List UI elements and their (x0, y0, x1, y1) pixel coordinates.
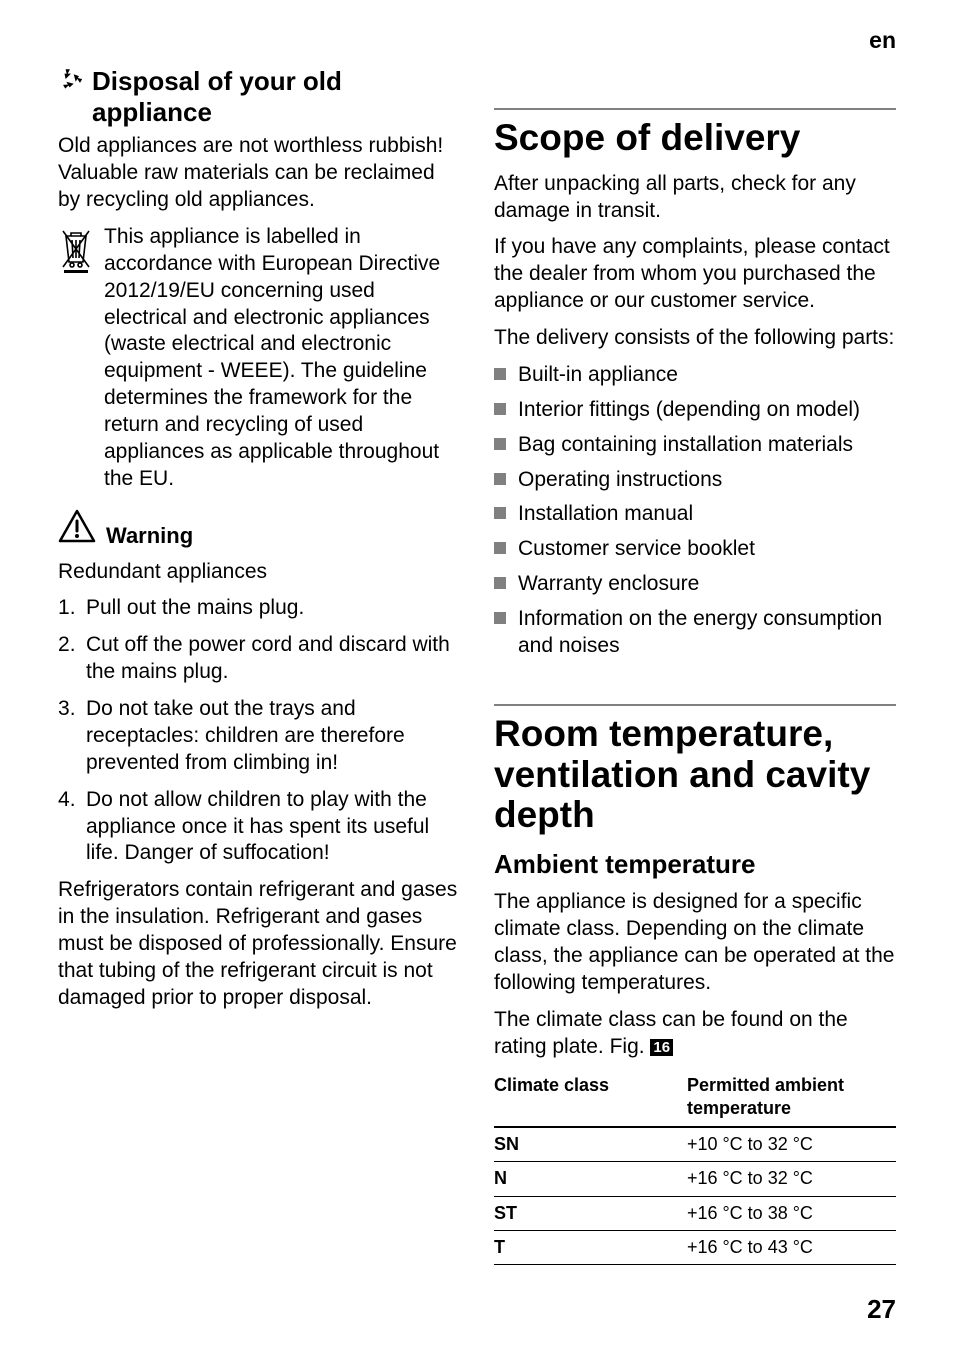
page-number: 27 (867, 1293, 896, 1326)
list-item: Pull out the mains plug. (58, 595, 460, 622)
ambient-p2: The climate class can be found on the ra… (494, 1007, 896, 1061)
table-row: T +16 °C to 43 °C (494, 1230, 896, 1264)
step-text: Do not allow children to play with the a… (86, 787, 460, 868)
right-column: Scope of delivery After unpacking all pa… (494, 66, 896, 1265)
step-text: Cut off the power cord and discard with … (86, 632, 460, 686)
item-text: Installation manual (518, 501, 693, 528)
warning-triangle-icon (58, 509, 96, 551)
item-text: Built-in appliance (518, 362, 678, 389)
table-row: SN +10 °C to 32 °C (494, 1127, 896, 1162)
scope-items: Built-in appliance Interior fittings (de… (494, 362, 896, 660)
two-column-layout: Disposal of your old appliance Old appli… (58, 66, 896, 1265)
scope-p2: If you have any complaints, please conta… (494, 234, 896, 315)
language-tag: en (869, 26, 896, 55)
list-item: Do not take out the trays and receptacle… (58, 696, 460, 777)
scope-p1: After unpacking all parts, check for any… (494, 171, 896, 225)
weee-text: This appliance is labelled in accordance… (104, 224, 460, 493)
disposal-heading: Disposal of your old appliance (92, 66, 460, 127)
warning-steps: Pull out the mains plug. Cut off the pow… (58, 595, 460, 867)
ambient-heading: Ambient temperature (494, 848, 896, 881)
list-item: Do not allow children to play with the a… (58, 787, 460, 868)
cell-class: SN (494, 1127, 687, 1162)
item-text: Information on the energy consumption an… (518, 606, 896, 660)
list-item: Bag containing installation materials (494, 432, 896, 459)
warning-label: Warning (106, 522, 193, 550)
table-header-row: Climate class Permitted ambient temperat… (494, 1070, 896, 1127)
list-item: Built-in appliance (494, 362, 896, 389)
item-text: Interior fittings (depending on model) (518, 397, 860, 424)
warning-heading-row: Warning (58, 509, 460, 551)
left-column: Disposal of your old appliance Old appli… (58, 66, 460, 1265)
ambient-p1: The appliance is designed for a specific… (494, 889, 896, 997)
recycle-icon (58, 66, 84, 92)
step-text: Do not take out the trays and receptacle… (86, 696, 460, 777)
list-item: Cut off the power cord and discard with … (58, 632, 460, 686)
weee-block: This appliance is labelled in accordance… (58, 224, 460, 493)
table-row: ST +16 °C to 38 °C (494, 1196, 896, 1230)
cell-class: ST (494, 1196, 687, 1230)
table-row: N +16 °C to 32 °C (494, 1162, 896, 1196)
cell-class: T (494, 1230, 687, 1264)
list-item: Operating instructions (494, 467, 896, 494)
section-rule (494, 704, 896, 706)
item-text: Warranty enclosure (518, 571, 699, 598)
cell-range: +16 °C to 38 °C (687, 1196, 896, 1230)
scope-heading: Scope of delivery (494, 118, 896, 159)
disposal-heading-row: Disposal of your old appliance (58, 66, 460, 127)
cell-class: N (494, 1162, 687, 1196)
item-text: Operating instructions (518, 467, 722, 494)
section-rule (494, 108, 896, 110)
step-text: Pull out the mains plug. (86, 595, 304, 622)
cell-range: +16 °C to 32 °C (687, 1162, 896, 1196)
warning-subtitle: Redundant appliances (58, 559, 460, 586)
disposal-intro: Old appliances are not worthless rubbish… (58, 133, 460, 214)
scope-p3: The delivery consists of the following p… (494, 325, 896, 352)
list-item: Information on the energy consumption an… (494, 606, 896, 660)
warning-closing: Refrigerators contain refrigerant and ga… (58, 877, 460, 1011)
climate-table: Climate class Permitted ambient temperat… (494, 1070, 896, 1264)
room-heading: Room temperature, ventilation and cavity… (494, 714, 896, 836)
list-item: Warranty enclosure (494, 571, 896, 598)
cell-range: +10 °C to 32 °C (687, 1127, 896, 1162)
cell-range: +16 °C to 43 °C (687, 1230, 896, 1264)
list-item: Interior fittings (depending on model) (494, 397, 896, 424)
figure-reference: 16 (650, 1039, 673, 1056)
list-item: Installation manual (494, 501, 896, 528)
list-item: Customer service booklet (494, 536, 896, 563)
col-climate-class: Climate class (494, 1070, 687, 1127)
item-text: Bag containing installation materials (518, 432, 853, 459)
weee-bin-icon (58, 224, 94, 493)
col-permitted-temp: Permitted ambient temperature (687, 1070, 896, 1127)
item-text: Customer service booklet (518, 536, 755, 563)
